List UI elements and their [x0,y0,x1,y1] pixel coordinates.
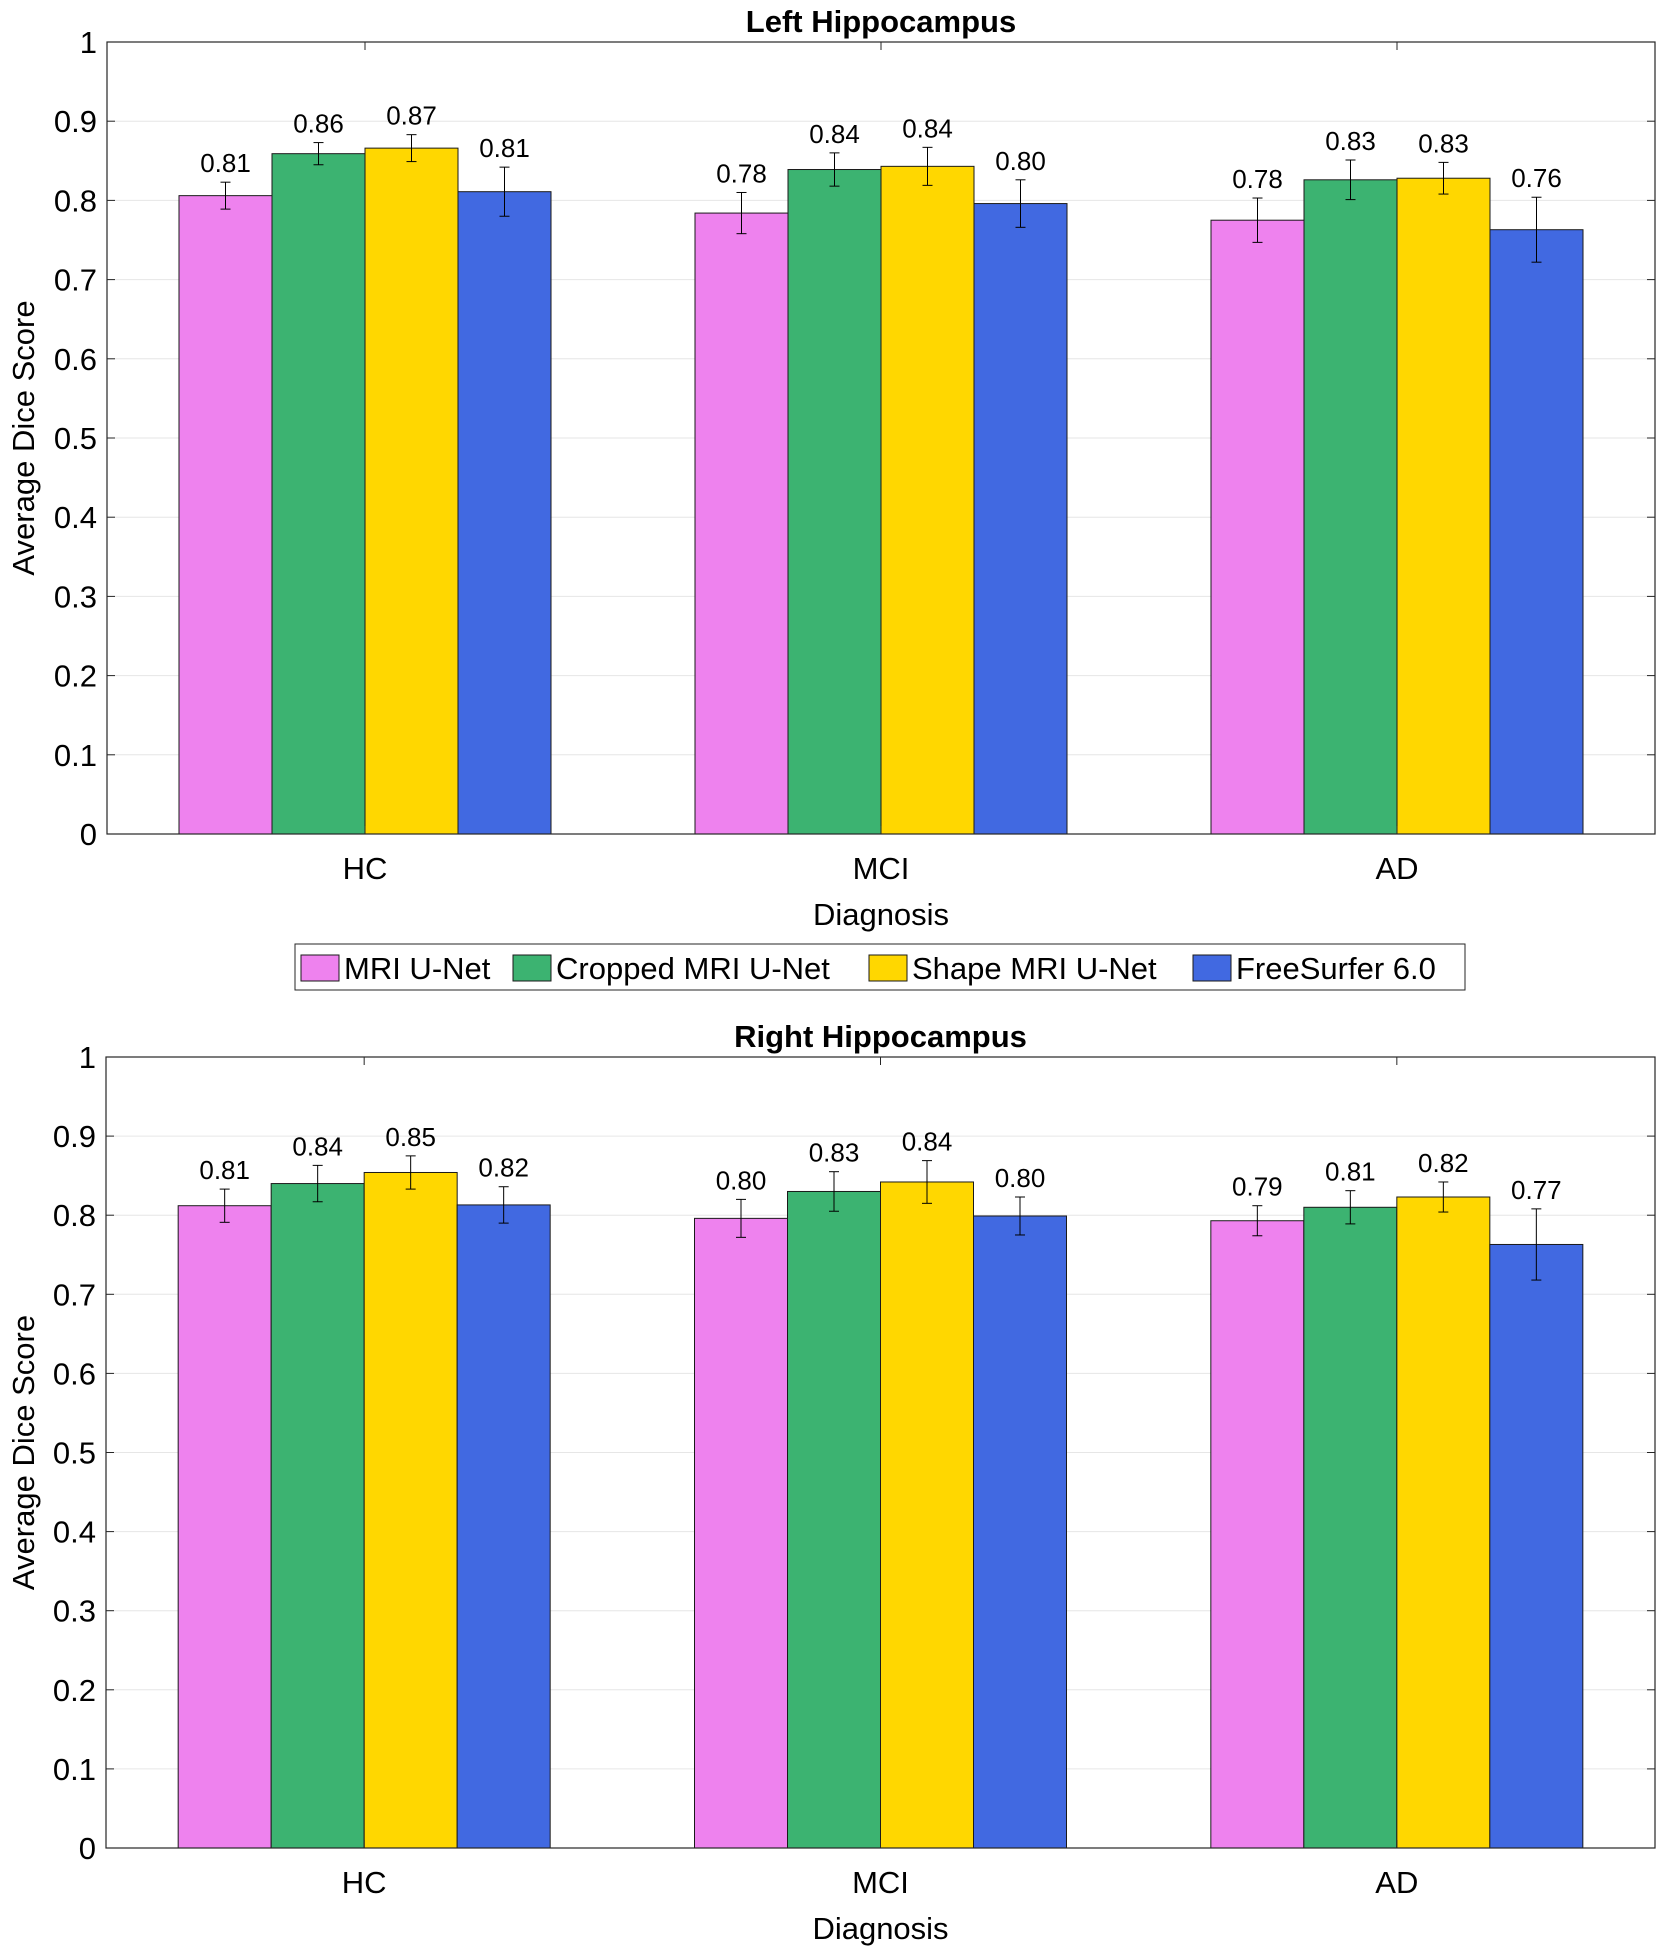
y-tick-label: 0.2 [54,659,97,694]
data-label: 0.82 [478,1153,529,1183]
y-tick-label: 0.1 [53,1752,96,1787]
legend-label: MRI U-Net [344,951,491,986]
bar [456,1204,551,1849]
bar [1303,1206,1398,1849]
bar [1210,219,1305,835]
bar [880,1181,974,1849]
y-axis-label: Average Dice Score [6,1315,41,1590]
y-axis-label: Average Dice Score [6,300,41,575]
axes-box [106,41,1656,835]
x-tick-label: HC [343,851,388,886]
bar [787,169,882,835]
chart-title: Left Hippocampus [746,4,1016,39]
x-tick-label: AD [1375,1865,1418,1900]
y-tick-label: 0.4 [53,1515,96,1550]
bar [364,147,459,835]
data-label: 0.81 [200,148,251,178]
bar [787,1190,881,1849]
y-tick-label: 1 [80,25,97,60]
data-label: 0.83 [1418,128,1469,158]
data-label: 0.87 [386,101,437,131]
data-label: 0.79 [1232,1172,1283,1202]
bar [1396,1196,1491,1849]
y-tick-label: 0.8 [53,1198,96,1233]
data-label: 0.84 [902,1127,953,1157]
legend: MRI U-Net Cropped MRI U-Net Shape MRI U-Ne… [294,943,1466,991]
x-tick-label: AD [1375,851,1418,886]
y-tick-label: 0.9 [54,104,97,139]
bar [1489,229,1584,835]
data-label: 0.85 [385,1122,436,1152]
bar [694,212,789,835]
legend-swatch [1192,954,1232,982]
left-hippocampus-chart: 0 0.1 0.2 0.3 0.4 0.5 0.6 0.7 0.8 0.9 1 0.81 0.86 0.8… [6,4,1656,932]
bar [177,1205,272,1849]
bar [270,1183,365,1849]
data-label: 0.80 [716,1165,767,1195]
bar [1489,1243,1584,1849]
data-label: 0.84 [902,113,953,143]
data-label: 0.81 [199,1155,250,1185]
y-tick-label: 0.7 [54,263,97,298]
data-label: 0.76 [1511,163,1562,193]
data-label: 0.78 [716,158,767,188]
y-tick-label: 0.4 [54,500,97,535]
legend-label: Cropped MRI U-Net [556,951,830,986]
y-tick-label: 0 [79,1831,96,1866]
right-hippocampus-chart: 0 0.1 0.2 0.3 0.4 0.5 0.6 0.7 0.8 0.9 1 0.81 0.84 0.8… [6,1019,1656,1946]
bar [880,165,975,835]
legend-swatch [512,954,552,982]
y-tick-label: 1 [79,1040,96,1075]
y-tick-label: 0.1 [54,738,97,773]
x-tick-label: MCI [852,1865,909,1900]
y-tick-label: 0.3 [54,579,97,614]
y-tick-label: 0.3 [53,1594,96,1629]
bar [457,191,552,835]
bar [271,153,366,835]
data-label: 0.86 [293,109,344,139]
chart-title: Right Hippocampus [734,1019,1027,1054]
x-axis-label: Diagnosis [813,897,949,932]
bar [363,1171,458,1849]
y-tick-label: 0 [80,817,97,852]
x-tick-label: HC [342,1865,387,1900]
data-label: 0.81 [1325,1157,1376,1187]
data-label: 0.84 [809,119,860,149]
data-label: 0.80 [995,1163,1046,1193]
y-tick-label: 0.5 [54,421,97,456]
bar [1303,179,1398,835]
axes-box [105,1056,1656,1849]
x-tick-label: MCI [853,851,910,886]
data-label: 0.83 [809,1138,860,1168]
y-tick-label: 0.9 [53,1119,96,1154]
data-label: 0.77 [1511,1175,1562,1205]
y-tick-label: 0.6 [54,342,97,377]
legend-swatch [868,954,908,982]
data-label: 0.82 [1418,1148,1469,1178]
legend-label: FreeSurfer 6.0 [1236,951,1436,986]
y-tick-label: 0.8 [54,183,97,218]
x-axis-label: Diagnosis [812,1911,948,1946]
bar [973,203,1068,835]
legend-swatch [300,954,340,982]
y-tick-label: 0.5 [53,1436,96,1471]
y-tick-label: 0.6 [53,1356,96,1391]
data-label: 0.80 [995,146,1046,176]
bar [1396,177,1491,835]
y-tick-label: 0.7 [53,1277,96,1312]
bar [178,195,273,835]
data-label: 0.84 [292,1131,343,1161]
data-label: 0.78 [1232,164,1283,194]
data-label: 0.81 [479,133,530,163]
legend-label: Shape MRI U-Net [912,951,1157,986]
bar [973,1215,1067,1849]
bar [1210,1220,1305,1849]
bar [694,1217,788,1849]
data-label: 0.83 [1325,126,1376,156]
y-tick-label: 0.2 [53,1673,96,1708]
